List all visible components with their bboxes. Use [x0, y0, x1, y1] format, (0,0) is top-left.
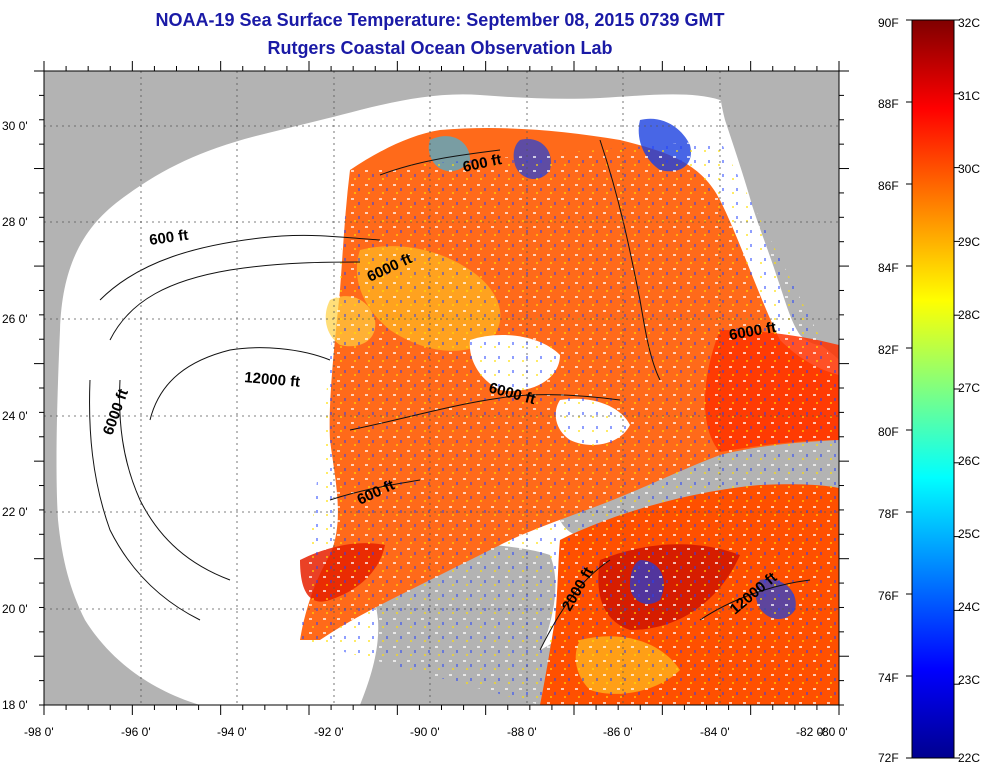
colorbar-c-label: 26C	[958, 454, 980, 468]
colorbar-f-label: 90F	[878, 16, 899, 30]
lat-tick-labels: 30 0' 28 0' 26 0' 24 0' 22 0' 20 0' 18 0…	[2, 119, 28, 712]
colorbar-c-label: 28C	[958, 308, 980, 322]
colorbar-c-label: 24C	[958, 600, 980, 614]
frame-ticks	[34, 61, 849, 715]
map-panel: 600 ft 600 ft 6000 ft 6000 ft 12000 ft 6…	[44, 71, 839, 705]
colorbar-f-label: 78F	[878, 507, 899, 521]
lat-lon-grid	[44, 71, 839, 705]
color-bar	[911, 19, 955, 759]
lon-tick-label: -88 0'	[507, 725, 537, 739]
colorbar-c-label: 22C	[958, 751, 980, 765]
colorbar-f-labels: 90F 88F 86F 84F 82F 80F 78F 76F 74F 72F	[878, 16, 899, 765]
lat-tick-label: 18 0'	[2, 698, 28, 712]
lon-tick-label: -96 0'	[121, 725, 151, 739]
florida-land	[719, 71, 839, 346]
colorbar-c-label: 31C	[958, 89, 980, 103]
lon-tick-label: -84 0'	[700, 725, 730, 739]
lon-tick-label: -98 0'	[24, 725, 54, 739]
colorbar-c-label: 32C	[958, 16, 980, 30]
lon-tick-labels: -98 0' -96 0' -94 0' -92 0' -90 0' -88 0…	[24, 725, 848, 739]
lat-tick-label: 24 0'	[2, 409, 28, 423]
colorbar-f-label: 76F	[878, 589, 899, 603]
contour-label: 600 ft	[148, 227, 189, 249]
colorbar-f-label: 72F	[878, 751, 899, 765]
colorbar-c-label: 25C	[958, 527, 980, 541]
colorbar-c-labels: 32C 31C 30C 29C 28C 27C 26C 25C 24C 23C …	[958, 16, 980, 765]
map-subtitle: Rutgers Coastal Ocean Observation Lab	[267, 38, 613, 58]
lon-tick-label: -86 0'	[603, 725, 633, 739]
lat-tick-label: 20 0'	[2, 602, 28, 616]
lat-tick-label: 30 0'	[2, 119, 28, 133]
colorbar-c-label: 27C	[958, 381, 980, 395]
colorbar-ticks	[906, 19, 960, 759]
lon-tick-label: -90 0'	[410, 725, 440, 739]
colorbar-f-label: 84F	[878, 261, 899, 275]
lat-tick-label: 26 0'	[2, 312, 28, 326]
colorbar-c-label: 29C	[958, 235, 980, 249]
map-title: NOAA-19 Sea Surface Temperature: Septemb…	[155, 10, 725, 30]
lon-tick-label: -80 0'	[818, 725, 848, 739]
colorbar-f-label: 86F	[878, 179, 899, 193]
lon-tick-label: -92 0'	[314, 725, 344, 739]
colorbar-f-label: 74F	[878, 671, 899, 685]
lon-tick-label: -82 0'	[796, 725, 826, 739]
lat-tick-label: 22 0'	[2, 505, 28, 519]
colorbar-c-label: 30C	[958, 162, 980, 176]
colorbar-c-label: 23C	[958, 673, 980, 687]
colorbar-f-label: 80F	[878, 425, 899, 439]
colorbar-f-label: 82F	[878, 343, 899, 357]
colorbar-f-label: 88F	[878, 97, 899, 111]
depth-contours	[89, 139, 811, 651]
lat-tick-label: 28 0'	[2, 215, 28, 229]
contour-label: 12000 ft	[244, 369, 301, 391]
lon-tick-label: -94 0'	[217, 725, 247, 739]
